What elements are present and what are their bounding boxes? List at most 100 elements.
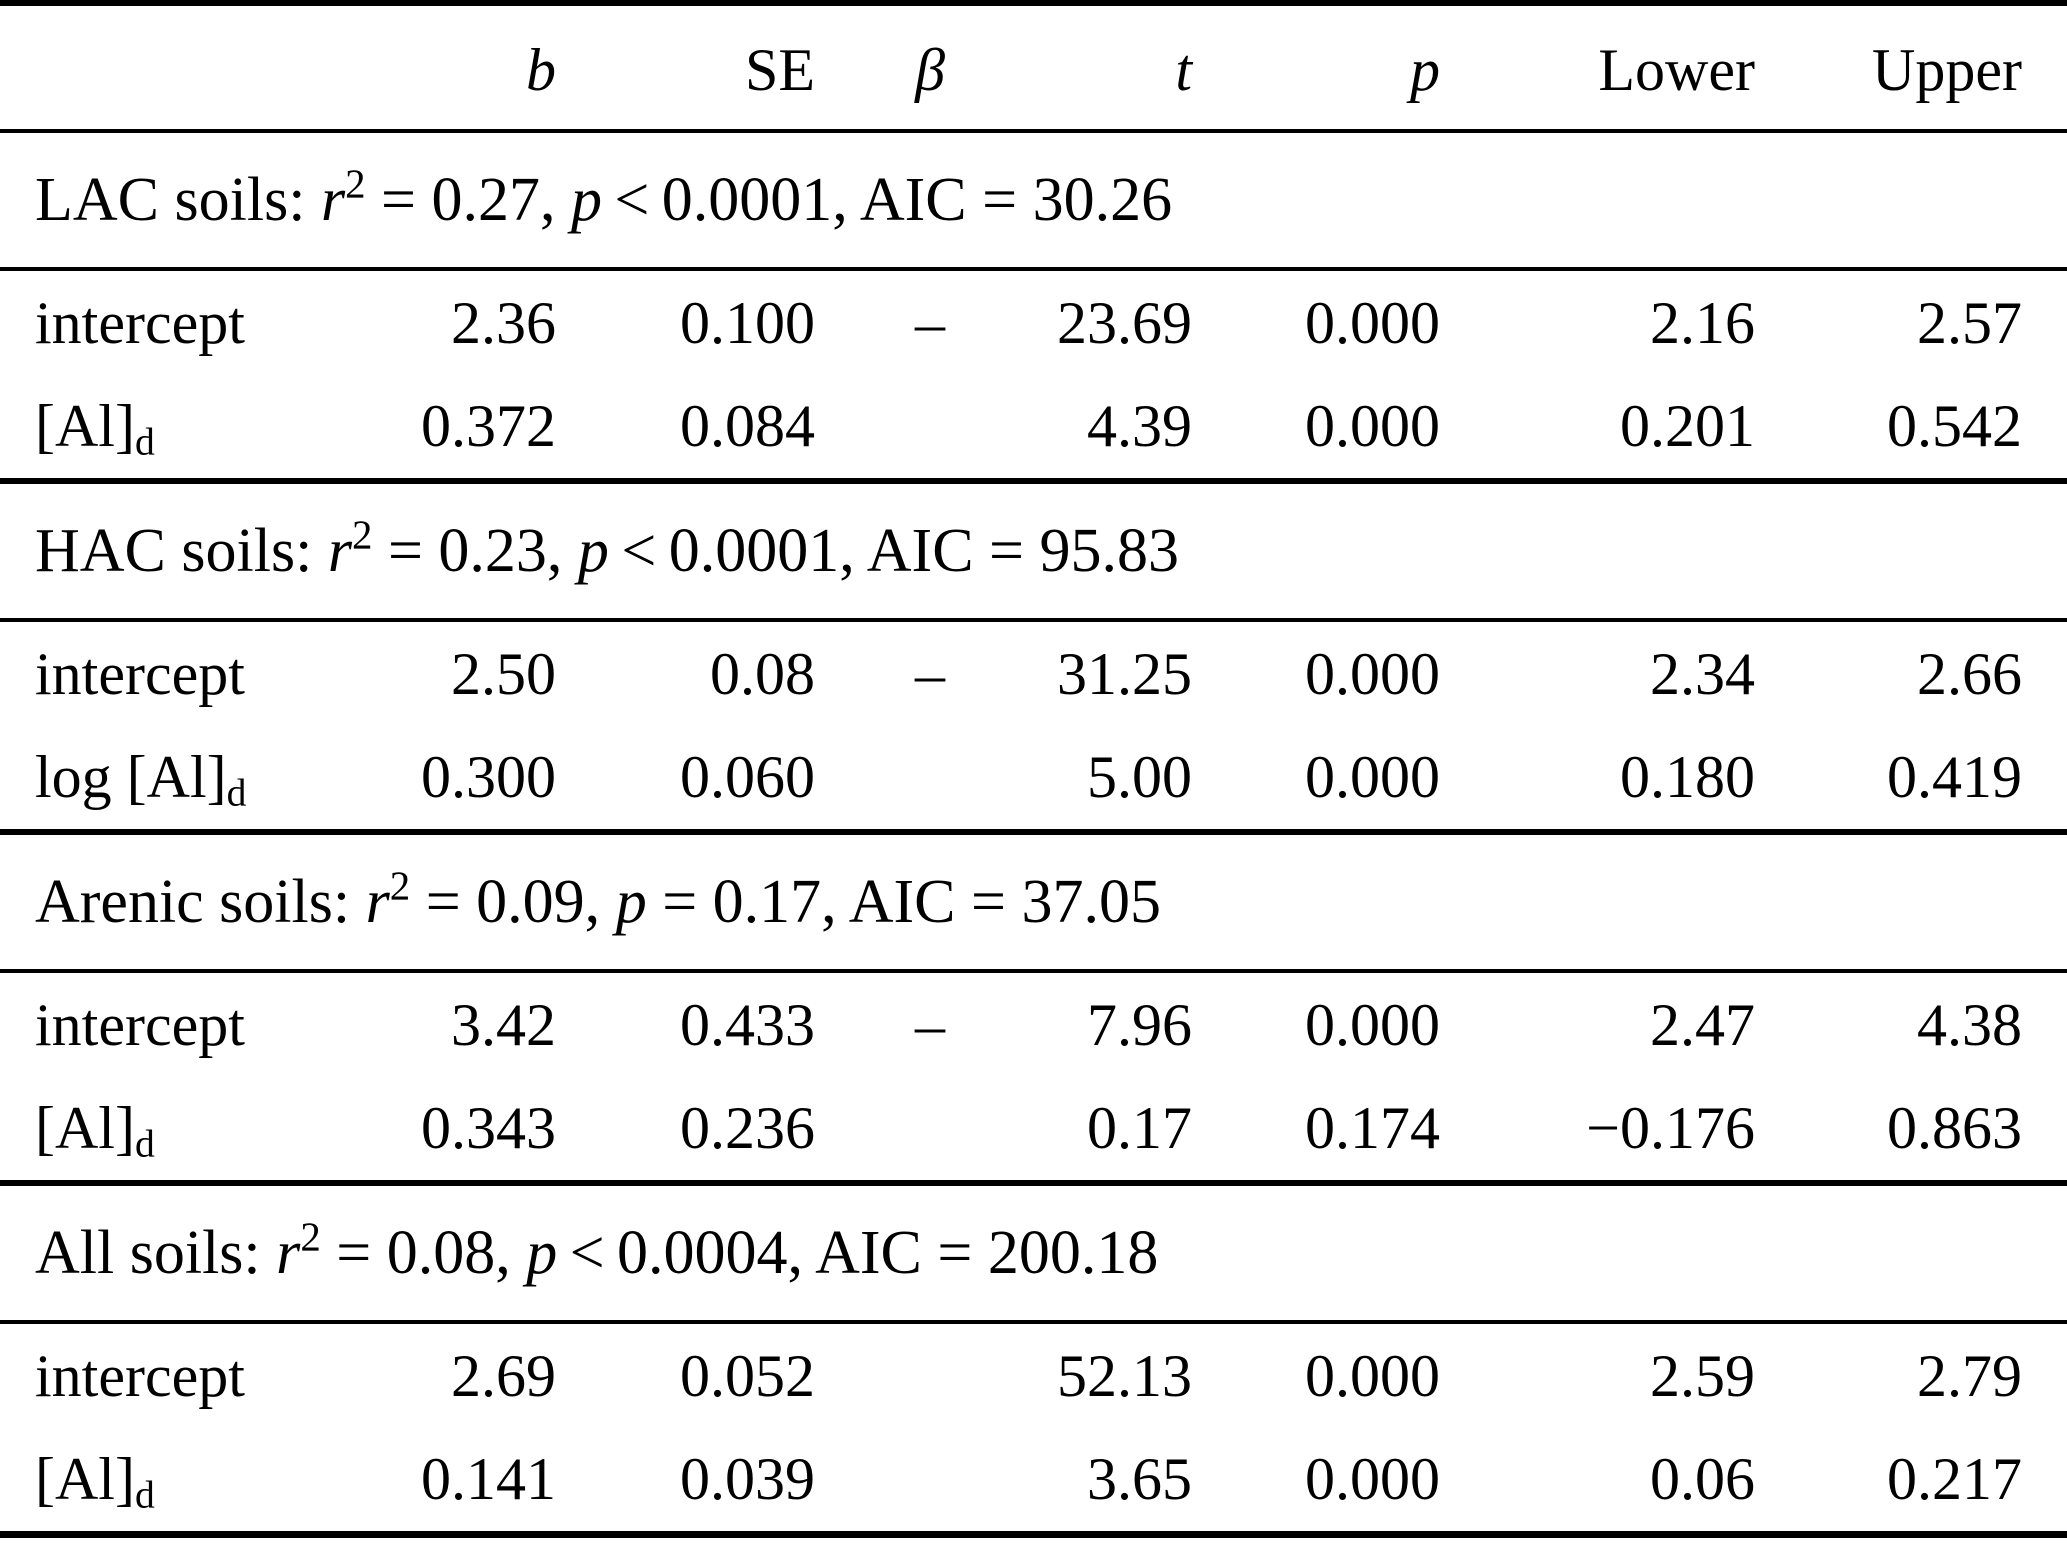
r-exponent: 2	[300, 1214, 321, 1259]
p-value: = 0.17,	[646, 867, 849, 936]
value-lower: 2.47	[1650, 991, 1755, 1058]
value-b: 0.343	[421, 1095, 556, 1161]
p-symbol: p	[526, 1218, 558, 1287]
value-se: 0.236	[680, 1095, 815, 1161]
value-p: 0.000	[1305, 991, 1440, 1058]
term-label: [Al]d	[35, 393, 155, 464]
value-p: 0.000	[1305, 1445, 1440, 1512]
value-t: 5.00	[1087, 744, 1192, 810]
row-lac-ald: [Al]d 0.372 0.084 4.39 0.000 0.201 0.542	[0, 375, 2067, 481]
term-label: [Al]d	[35, 1095, 155, 1166]
value-beta	[815, 1322, 945, 1428]
value-beta	[815, 375, 945, 481]
value-t: 52.13	[1057, 1342, 1192, 1409]
section-name: LAC soils:	[35, 165, 321, 234]
r-symbol: r	[320, 165, 346, 234]
value-p: 0.000	[1305, 640, 1440, 707]
term-label: intercept	[35, 289, 245, 356]
r-symbol: r	[276, 1218, 301, 1287]
value-upper: 0.419	[1887, 744, 2022, 810]
r-value: = 0.23,	[372, 516, 578, 585]
value-beta	[815, 1428, 945, 1534]
section-title-hac: HAC soils: r2 = 0.23, p < 0.0001, AIC = …	[0, 478, 2067, 622]
value-lower: 0.201	[1620, 393, 1755, 459]
col-header-upper: Upper	[1755, 3, 2067, 133]
value-beta: –	[915, 289, 945, 356]
header-row: b SE β t p Lower Upper	[0, 3, 2067, 133]
p-value: < 0.0001,	[602, 165, 860, 234]
col-header-se: SE	[556, 3, 815, 133]
value-b: 2.50	[451, 640, 556, 707]
value-b: 0.300	[421, 744, 556, 810]
col-header-b: b	[395, 3, 556, 133]
value-lower: 2.16	[1650, 289, 1755, 356]
r-value: = 0.08,	[320, 1218, 527, 1287]
value-p: 0.174	[1305, 1095, 1440, 1161]
aic-value: AIC = 200.18	[815, 1218, 1159, 1287]
section-header-lac: LAC soils: r2 = 0.27, p < 0.0001, AIC = …	[0, 131, 2067, 271]
row-all-ald: [Al]d 0.141 0.039 3.65 0.000 0.06 0.217	[0, 1428, 2067, 1534]
value-upper: 2.79	[1917, 1342, 2022, 1409]
aic-value: AIC = 30.26	[859, 165, 1173, 234]
p-symbol: p	[615, 867, 647, 936]
p-value: < 0.0004,	[557, 1218, 816, 1287]
value-beta: –	[915, 991, 945, 1058]
value-t: 4.39	[1087, 393, 1192, 459]
section-name: HAC soils:	[35, 516, 328, 585]
section-header-all: All soils: r2 = 0.08, p < 0.0004, AIC = …	[0, 1180, 2067, 1324]
value-b: 2.36	[451, 289, 556, 356]
section-header-hac: HAC soils: r2 = 0.23, p < 0.0001, AIC = …	[0, 478, 2067, 622]
value-se: 0.084	[680, 393, 815, 459]
r-value: = 0.09,	[410, 867, 616, 936]
value-upper: 2.57	[1917, 289, 2022, 356]
row-lac-intercept: intercept 2.36 0.100 – 23.69 0.000 2.16 …	[0, 269, 2067, 375]
r-symbol: r	[327, 516, 352, 585]
value-lower: 2.59	[1650, 1342, 1755, 1409]
col-header-lower: Lower	[1440, 3, 1755, 133]
value-beta	[815, 726, 945, 832]
p-symbol: p	[577, 516, 609, 585]
value-b: 2.69	[451, 1342, 556, 1409]
value-upper: 4.38	[1917, 991, 2022, 1058]
col-header-beta: β	[815, 3, 945, 133]
value-lower: 0.06	[1650, 1445, 1755, 1512]
value-t: 23.69	[1057, 289, 1192, 356]
col-header-p: p	[1192, 3, 1440, 133]
value-upper: 0.542	[1887, 393, 2022, 459]
section-name: Arenic soils:	[35, 867, 366, 936]
col-header-t: t	[945, 3, 1192, 133]
value-lower: 0.180	[1620, 744, 1755, 810]
term-label: intercept	[35, 991, 245, 1058]
row-hac-intercept: intercept 2.50 0.08 – 31.25 0.000 2.34 2…	[0, 620, 2067, 726]
row-arenic-intercept: intercept 3.42 0.433 – 7.96 0.000 2.47 4…	[0, 971, 2067, 1077]
r-exponent: 2	[389, 863, 411, 908]
value-p: 0.000	[1305, 1342, 1440, 1409]
value-lower: 2.34	[1650, 640, 1755, 707]
value-b: 0.372	[421, 393, 556, 459]
value-b: 0.141	[421, 1445, 556, 1512]
value-se: 0.08	[710, 640, 815, 707]
value-lower: −0.176	[1586, 1095, 1755, 1161]
value-b: 3.42	[451, 991, 556, 1058]
section-title-arenic: Arenic soils: r2 = 0.09, p = 0.17, AIC =…	[0, 829, 2067, 973]
value-beta: –	[915, 640, 945, 707]
value-p: 0.000	[1305, 289, 1440, 356]
aic-value: AIC = 37.05	[848, 867, 1161, 936]
term-label: intercept	[35, 1342, 245, 1409]
value-p: 0.000	[1305, 744, 1440, 810]
r-value: = 0.27,	[365, 165, 571, 234]
value-se: 0.039	[680, 1445, 815, 1512]
value-upper: 0.863	[1887, 1095, 2022, 1161]
r-exponent: 2	[351, 512, 373, 557]
value-beta	[815, 1077, 945, 1183]
row-hac-log-ald: log [Al]d 0.300 0.060 5.00 0.000 0.180 0…	[0, 726, 2067, 832]
value-se: 0.433	[680, 991, 815, 1058]
term-label: intercept	[35, 640, 245, 707]
section-header-arenic: Arenic soils: r2 = 0.09, p = 0.17, AIC =…	[0, 829, 2067, 973]
value-t: 7.96	[1087, 991, 1192, 1058]
value-t: 31.25	[1057, 640, 1192, 707]
value-t: 0.17	[1087, 1095, 1192, 1161]
aic-value: AIC = 95.83	[866, 516, 1180, 585]
